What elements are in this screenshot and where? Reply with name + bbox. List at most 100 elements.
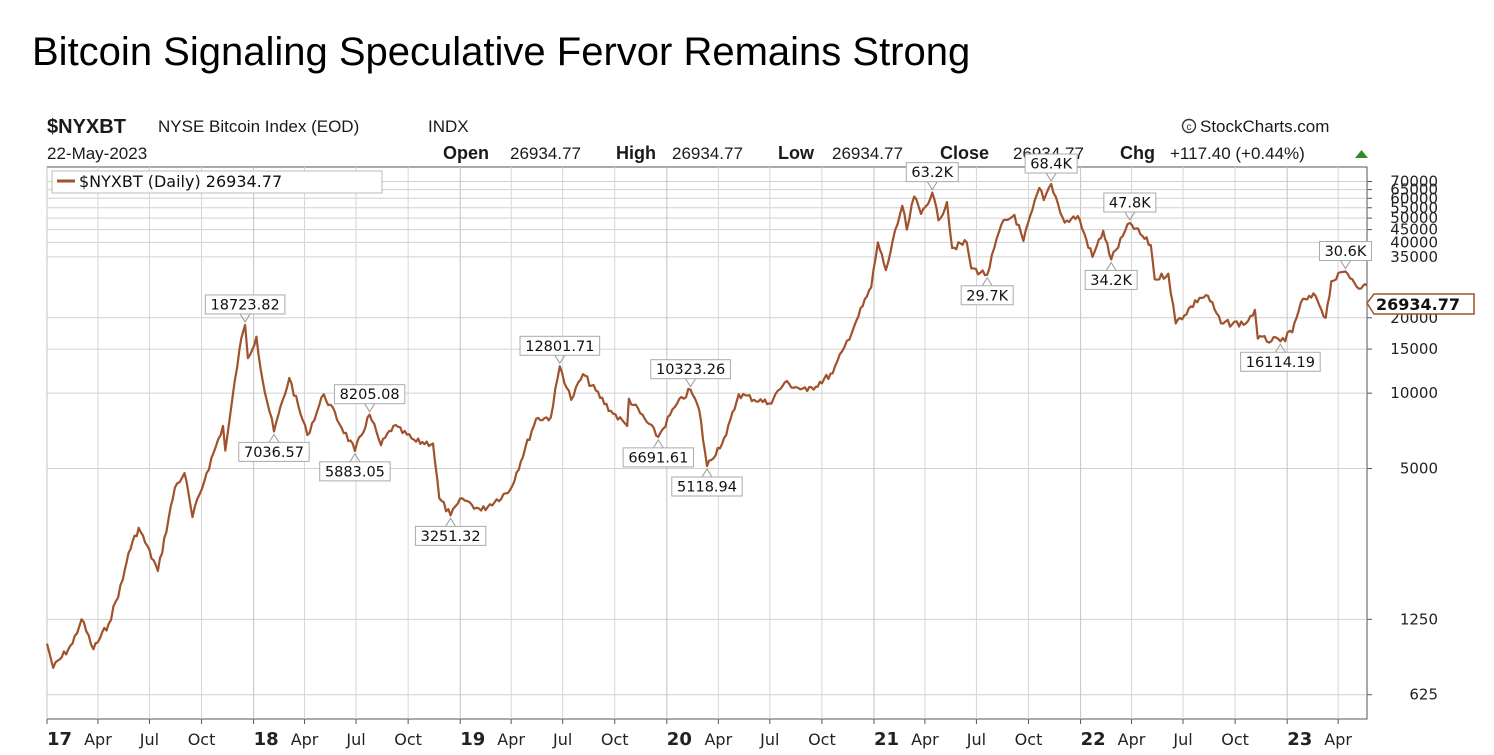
x-tick-label: Apr: [1118, 730, 1146, 749]
annotation: 5118.94: [671, 468, 743, 497]
x-tick-label: Jul: [552, 730, 572, 749]
annotation: 47.8K: [1103, 192, 1157, 221]
annotation-label: 30.6K: [1325, 244, 1367, 260]
header-name: NYSE Bitcoin Index (EOD): [158, 117, 359, 136]
annotation: 6691.61: [622, 438, 695, 468]
y-tick-label: 625: [1409, 686, 1438, 704]
last-value-marker: 26934.77: [1366, 293, 1475, 315]
annotation: 5883.05: [319, 452, 391, 482]
annotation-label: 7036.57: [244, 445, 304, 461]
x-tick-label: 21: [874, 729, 899, 750]
open-value: 26934.77: [510, 144, 581, 163]
open-label: Open: [443, 143, 489, 163]
high-value: 26934.77: [672, 144, 743, 163]
annotation-label: 8205.08: [340, 387, 400, 403]
annotation-label: 16114.19: [1246, 355, 1315, 371]
low-value: 26934.77: [832, 144, 903, 163]
x-tick-label: Apr: [911, 730, 939, 749]
annotation-label: 18723.82: [211, 297, 280, 313]
chg-value: +117.40 (+0.44%): [1170, 144, 1305, 163]
annotation-label: 29.7K: [966, 288, 1008, 304]
x-tick-label: Apr: [291, 730, 319, 749]
annotation: 63.2K: [905, 162, 959, 191]
x-tick-label: Oct: [188, 730, 216, 749]
annotation: 68.4K: [1024, 153, 1078, 182]
x-axis: 17 Apr Jul Oct 18 Apr Jul Oct 19 Apr Jul Oct 20 Apr Ju…: [46, 719, 1352, 750]
x-tick-label: Jul: [966, 730, 986, 749]
close-label: Close: [940, 143, 989, 163]
source-credit: c StockCharts.com: [1181, 117, 1329, 136]
last-value-label: 26934.77: [1376, 295, 1460, 314]
grid-lines: [46, 167, 1367, 719]
annotation-label: 68.4K: [1030, 157, 1072, 173]
x-tick-label: 17: [47, 729, 72, 750]
annotation: 10323.26: [650, 359, 731, 388]
x-tick-label: 23: [1287, 729, 1312, 750]
copyright-icon: [1181, 118, 1197, 134]
x-tick-label: Apr: [1324, 730, 1352, 749]
annotation-label: 5118.94: [677, 480, 737, 496]
annotation-label: 47.8K: [1109, 196, 1151, 212]
x-tick-label: Apr: [704, 730, 732, 749]
y-axis: 6251250500010000150002000035000400004500…: [1367, 173, 1438, 704]
y-tick-label: 40000: [1390, 233, 1438, 251]
header-symbol: $NYXBT: [47, 116, 126, 138]
y-tick-label: 70000: [1390, 173, 1438, 191]
annotation-label: 63.2K: [911, 165, 953, 181]
y-tick-label: 5000: [1400, 460, 1438, 478]
x-tick-label: Oct: [601, 730, 629, 749]
annotation-label: 10323.26: [656, 362, 725, 378]
annotation: 12801.71: [519, 335, 601, 365]
annotation: 7036.57: [238, 433, 310, 462]
x-tick-label: Jul: [759, 730, 779, 749]
series-line: [45, 182, 1368, 669]
slide-title: Bitcoin Signaling Speculative Fervor Rem…: [32, 30, 971, 74]
annotation: 3251.32: [414, 517, 487, 546]
y-tick-label: 50000: [1390, 209, 1438, 227]
x-tick-label: Apr: [84, 730, 112, 749]
annotation-label: 34.2K: [1090, 273, 1132, 289]
annotation: 16114.19: [1240, 343, 1321, 372]
x-tick-label: Oct: [1015, 730, 1043, 749]
x-tick-label: 19: [460, 729, 485, 750]
svg-text:c: c: [1187, 122, 1192, 133]
annotation-label: 5883.05: [325, 464, 385, 480]
chg-label: Chg: [1120, 143, 1155, 163]
annotation-label: 12801.71: [525, 339, 594, 355]
x-tick-label: Apr: [497, 730, 525, 749]
annotation: 29.7K: [960, 276, 1014, 306]
legend-label: $NYXBT (Daily) 26934.77: [79, 172, 282, 191]
annotation: 30.6K: [1318, 241, 1372, 270]
x-tick-label: 22: [1081, 729, 1106, 750]
y-tick-label: 65000: [1390, 181, 1438, 199]
y-tick-label: 35000: [1390, 248, 1438, 266]
up-arrow-icon: [1355, 150, 1368, 158]
header-date: 22-May-2023: [47, 144, 147, 163]
legend: $NYXBT (Daily) 26934.77: [51, 170, 383, 194]
x-tick-label: Jul: [345, 730, 365, 749]
y-tick-label: 45000: [1390, 221, 1438, 239]
y-tick-label: 1250: [1400, 610, 1438, 628]
x-tick-label: Jul: [139, 730, 159, 749]
y-tick-label: 15000: [1390, 340, 1438, 358]
x-tick-label: Oct: [808, 730, 836, 749]
y-tick-label: 55000: [1390, 199, 1438, 217]
annotation-label: 6691.61: [628, 450, 688, 466]
y-tick-label: 60000: [1390, 189, 1438, 207]
header-exchange: INDX: [428, 117, 469, 136]
low-label: Low: [778, 143, 815, 163]
header-source: StockCharts.com: [1200, 117, 1329, 136]
y-tick-label: 10000: [1390, 384, 1438, 402]
annotation: 8205.08: [333, 384, 406, 413]
annotation: 18723.82: [204, 294, 286, 323]
high-label: High: [616, 143, 656, 163]
x-tick-label: 18: [254, 729, 279, 750]
annotation: 34.2K: [1084, 261, 1138, 290]
x-tick-label: Oct: [1221, 730, 1249, 749]
x-tick-label: 20: [667, 729, 692, 750]
x-tick-label: Oct: [394, 730, 422, 749]
annotations: 18723.82 7036.57 5883.05 8205.08 3251.32 1280…: [204, 153, 1372, 546]
annotation-label: 3251.32: [421, 529, 481, 545]
x-tick-label: Jul: [1172, 730, 1192, 749]
